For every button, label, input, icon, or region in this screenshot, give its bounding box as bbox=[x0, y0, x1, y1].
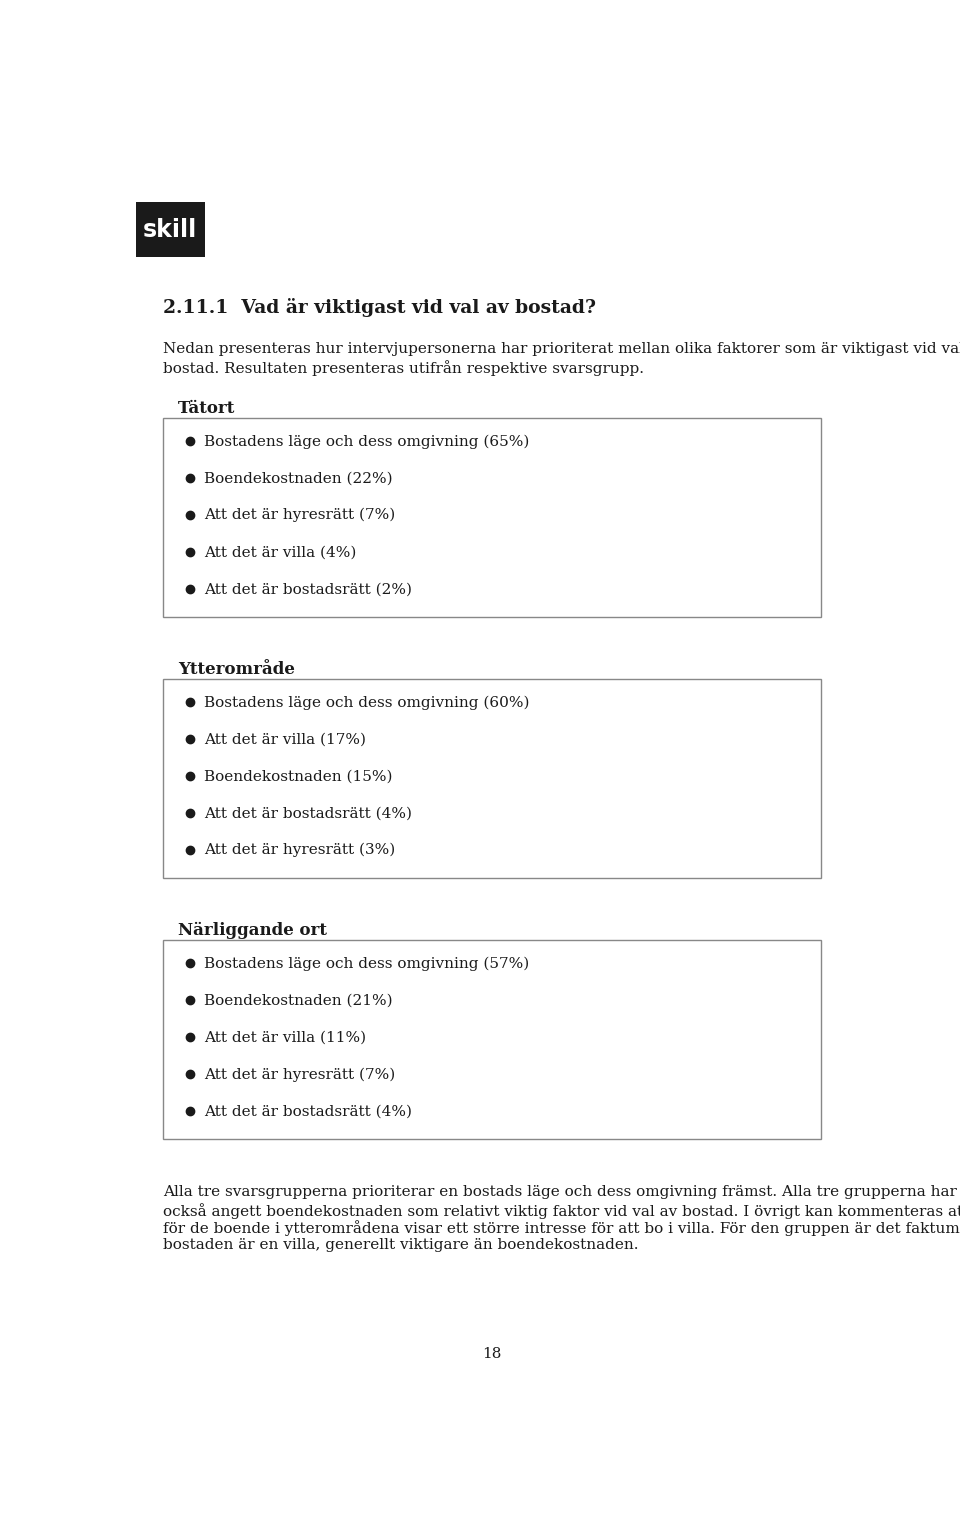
Text: Att det är villa (11%): Att det är villa (11%) bbox=[204, 1030, 366, 1044]
Text: för de boende i ytterområdena visar ett större intresse för att bo i villa. För : för de boende i ytterområdena visar ett … bbox=[162, 1220, 960, 1237]
Text: Att det är villa (4%): Att det är villa (4%) bbox=[204, 545, 356, 559]
Text: också angett boendekostnaden som relativt viktig faktor vid val av bostad. I övr: också angett boendekostnaden som relativ… bbox=[162, 1203, 960, 1219]
Text: Att det är hyresrätt (7%): Att det är hyresrätt (7%) bbox=[204, 508, 395, 522]
Text: Boendekostnaden (21%): Boendekostnaden (21%) bbox=[204, 993, 393, 1007]
Text: Nedan presenteras hur intervjupersonerna har prioriterat mellan olika faktorer s: Nedan presenteras hur intervjupersonerna… bbox=[162, 342, 960, 356]
Text: Att det är bostadsrätt (4%): Att det är bostadsrätt (4%) bbox=[204, 1104, 412, 1119]
FancyBboxPatch shape bbox=[135, 203, 205, 258]
Text: Tätort: Tätort bbox=[179, 399, 235, 418]
Text: Alla tre svarsgrupperna prioriterar en bostads läge och dess omgivning främst. A: Alla tre svarsgrupperna prioriterar en b… bbox=[162, 1185, 956, 1199]
Text: 2.11.1  Vad är viktigast vid val av bostad?: 2.11.1 Vad är viktigast vid val av bosta… bbox=[162, 298, 595, 318]
Text: Att det är hyresrätt (3%): Att det är hyresrätt (3%) bbox=[204, 843, 395, 858]
FancyBboxPatch shape bbox=[162, 941, 822, 1139]
FancyBboxPatch shape bbox=[162, 680, 822, 878]
Text: Att det är bostadsrätt (4%): Att det är bostadsrätt (4%) bbox=[204, 806, 412, 820]
Text: Att det är bostadsrätt (2%): Att det är bostadsrätt (2%) bbox=[204, 582, 412, 596]
Text: Boendekostnaden (15%): Boendekostnaden (15%) bbox=[204, 769, 393, 783]
Text: Att det är villa (17%): Att det är villa (17%) bbox=[204, 732, 366, 746]
Text: Bostadens läge och dess omgivning (65%): Bostadens läge och dess omgivning (65%) bbox=[204, 434, 529, 448]
Text: Bostadens läge och dess omgivning (57%): Bostadens läge och dess omgivning (57%) bbox=[204, 956, 529, 970]
Text: skill: skill bbox=[143, 218, 198, 241]
Text: Boendekostnaden (22%): Boendekostnaden (22%) bbox=[204, 471, 393, 485]
Text: Att det är hyresrätt (7%): Att det är hyresrätt (7%) bbox=[204, 1067, 395, 1082]
Text: Bostadens läge och dess omgivning (60%): Bostadens läge och dess omgivning (60%) bbox=[204, 695, 529, 709]
Text: Ytterområde: Ytterområde bbox=[179, 662, 295, 678]
Text: Närliggande ort: Närliggande ort bbox=[179, 923, 327, 939]
Text: 18: 18 bbox=[482, 1346, 502, 1362]
FancyBboxPatch shape bbox=[162, 418, 822, 617]
Text: bostad. Resultaten presenteras utifrån respektive svarsgrupp.: bostad. Resultaten presenteras utifrån r… bbox=[162, 359, 643, 376]
Text: bostaden är en villa, generellt viktigare än boendekostnaden.: bostaden är en villa, generellt viktigar… bbox=[162, 1239, 638, 1253]
